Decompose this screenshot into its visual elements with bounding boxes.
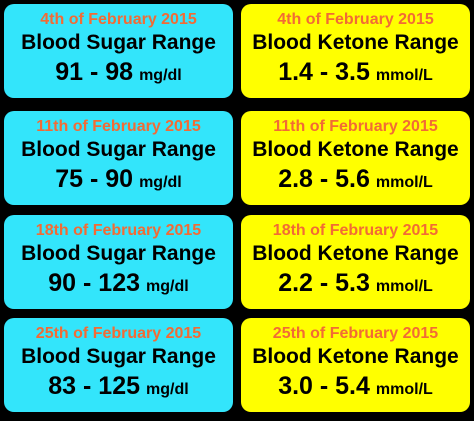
range-unit: mg/dl xyxy=(146,381,189,398)
value-row: 90 - 123 mg/dl xyxy=(4,267,233,303)
card: 4th of February 2015 Blood Sugar Range 91 … xyxy=(4,4,233,98)
card: 18th of February 2015 Blood Sugar Range 90… xyxy=(4,215,233,309)
range-unit: mmol/L xyxy=(375,381,433,398)
card-date: 4th of February 2015 xyxy=(277,11,434,28)
card: 25th of February 2015 Blood Ketone Range 3… xyxy=(241,318,470,412)
value-row: 75 - 90 mg/dl xyxy=(4,163,233,199)
card-date: 18th of February 2015 xyxy=(35,222,202,239)
value-row: 91 - 98 mg/dl xyxy=(4,56,233,92)
card-date: 25th of February 2015 xyxy=(35,325,202,342)
range-unit: mmol/L xyxy=(375,174,433,191)
card-date: 11th of February 2015 xyxy=(273,118,438,135)
card-date: 11th of February 2015 xyxy=(36,118,201,135)
range-unit: mg/dl xyxy=(139,67,182,84)
value-row: 3.0 - 5.4 mmol/L xyxy=(241,370,470,406)
card-date: 25th of February 2015 xyxy=(272,325,439,342)
range-value: 83 - 125 xyxy=(48,372,141,400)
range-unit: mg/dl xyxy=(139,174,182,191)
value-row: 2.2 - 5.3 mmol/L xyxy=(241,267,470,303)
range-unit: mmol/L xyxy=(375,67,433,84)
card-title: Blood Sugar Range xyxy=(21,138,216,161)
range-value: 1.4 - 3.5 xyxy=(278,58,370,86)
range-value: 2.8 - 5.6 xyxy=(278,165,370,193)
range-unit: mg/dl xyxy=(146,278,189,295)
card-title: Blood Ketone Range xyxy=(252,242,459,265)
card-date: 4th of February 2015 xyxy=(40,11,197,28)
range-value: 90 - 123 xyxy=(48,269,141,297)
value-row: 1.4 - 3.5 mmol/L xyxy=(241,56,470,92)
range-value: 91 - 98 xyxy=(55,58,134,86)
card: 18th of February 2015 Blood Ketone Range 2… xyxy=(241,215,470,309)
range-value: 2.2 - 5.3 xyxy=(278,269,370,297)
card-title: Blood Ketone Range xyxy=(252,31,459,54)
card-title: Blood Ketone Range xyxy=(252,345,459,368)
card-title: Blood Sugar Range xyxy=(21,31,216,54)
card-title: Blood Sugar Range xyxy=(21,242,216,265)
card-title: Blood Ketone Range xyxy=(252,138,459,161)
range-unit: mmol/L xyxy=(375,278,433,295)
value-row: 2.8 - 5.6 mmol/L xyxy=(241,163,470,199)
value-row: 83 - 125 mg/dl xyxy=(4,370,233,406)
card: 11th of February 2015 Blood Sugar Range 75… xyxy=(4,111,233,205)
range-value: 75 - 90 xyxy=(55,165,134,193)
card: 11th of February 2015 Blood Ketone Range 2… xyxy=(241,111,470,205)
range-value: 3.0 - 5.4 xyxy=(278,372,370,400)
card: 4th of February 2015 Blood Ketone Range 1.… xyxy=(241,4,470,98)
card-title: Blood Sugar Range xyxy=(21,345,216,368)
card: 25th of February 2015 Blood Sugar Range 83… xyxy=(4,318,233,412)
card-date: 18th of February 2015 xyxy=(272,222,439,239)
